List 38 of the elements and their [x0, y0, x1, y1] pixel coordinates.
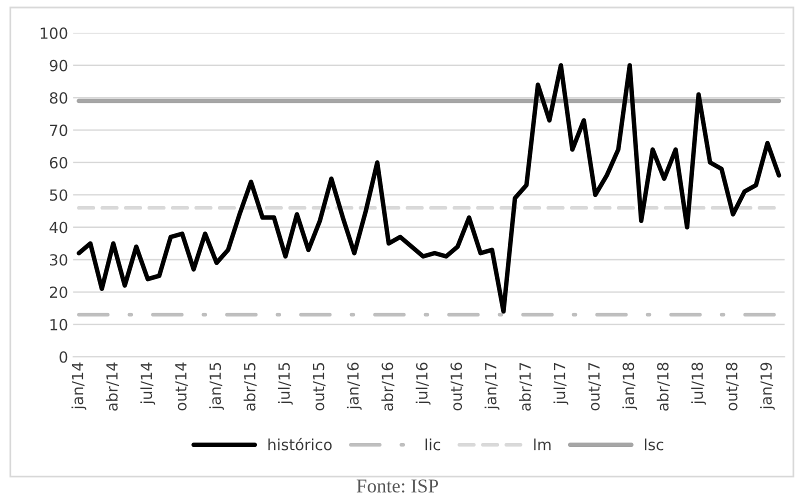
line-series [76, 63, 782, 314]
x-tick-label: out/18 [726, 362, 739, 410]
x-tick-label: jan/14 [71, 362, 86, 410]
x-tick-label: abr/17 [519, 362, 532, 411]
y-tick-label: 40 [50, 222, 68, 234]
x-tick-label: out/15 [312, 362, 326, 410]
x-tick-label: out/14 [175, 362, 188, 410]
y-tick-label: 30 [50, 254, 68, 266]
y-tick-label: 0 [60, 351, 68, 363]
legend-label: histórico [268, 438, 332, 450]
x-tick-label: jul/14 [140, 362, 156, 405]
x-tick-label: abr/15 [244, 362, 257, 411]
y-tick-label: 90 [50, 60, 68, 72]
x-tick-label: jan/15 [209, 362, 224, 410]
y-tick-label: 10 [50, 318, 68, 330]
legend-label: lsc [644, 438, 664, 450]
x-tick-label: jan/18 [622, 362, 638, 410]
x-tick-label: out/17 [588, 362, 601, 410]
y-tick-label: 60 [50, 156, 68, 168]
x-tick-label: jul/17 [553, 362, 568, 405]
x-tick-label: abr/14 [106, 362, 119, 411]
x-tick-label: jan/17 [484, 362, 500, 410]
x-tick-label: out/16 [450, 362, 464, 410]
x-tick-label: jul/16 [416, 362, 431, 405]
y-tick-label: 70 [50, 124, 68, 136]
source-note: Fonte: ISP [356, 479, 438, 493]
y-tick-label: 100 [40, 27, 68, 39]
x-tick-label: abr/16 [381, 362, 394, 411]
y-tick-label: 20 [50, 286, 68, 298]
x-tick-label: abr/18 [656, 362, 670, 411]
y-tick-label: 80 [50, 92, 68, 104]
x-tick-label: jan/16 [346, 362, 362, 410]
legend-label: lm [534, 438, 551, 450]
x-tick-label: jan/19 [760, 362, 775, 410]
x-tick-label: jul/15 [278, 362, 293, 405]
legend-label: lic [426, 438, 440, 450]
x-tick-label: jul/18 [691, 362, 706, 405]
y-tick-label: 50 [50, 189, 68, 201]
